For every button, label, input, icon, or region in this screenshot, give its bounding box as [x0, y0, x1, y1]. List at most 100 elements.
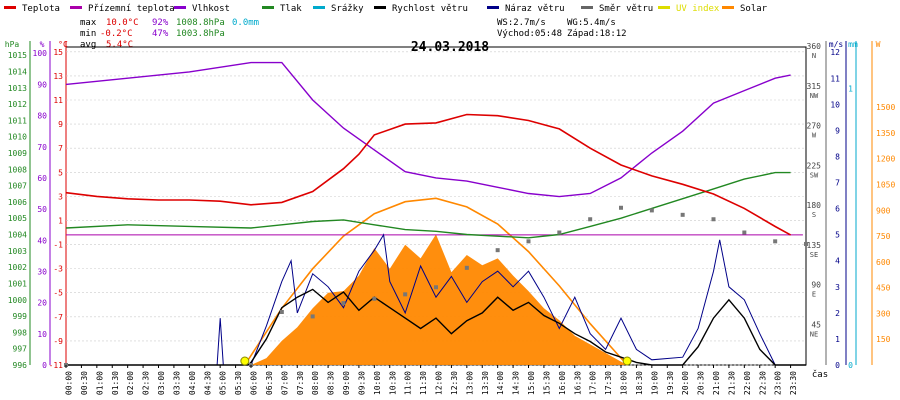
x-tick-label: 14:30	[512, 371, 521, 395]
axis-tick-label: 40	[37, 236, 47, 245]
x-tick-label: 00:30	[80, 371, 89, 395]
series-wind-dir-point	[773, 239, 778, 244]
x-tick-label: 16:00	[558, 371, 567, 395]
series-wind-dir-point	[588, 217, 593, 222]
series-wind-dir-point	[526, 239, 531, 244]
axis-tick-label: SE	[810, 251, 818, 259]
axis-tick-label: 1	[58, 216, 63, 225]
series-wind-dir-point	[742, 230, 747, 235]
axis-tick-label: 997	[13, 345, 28, 354]
series-wind-dir-point	[464, 265, 469, 270]
axis-tick-label: 1003	[8, 247, 27, 256]
series-wind-gust	[66, 233, 806, 366]
axis-tick-label: 3	[835, 283, 840, 292]
series-wind-speed	[66, 288, 806, 366]
axis-tick-label: 900	[876, 206, 891, 215]
x-tick-label: 11:00	[404, 371, 413, 395]
axis-tick-label: 998	[13, 328, 28, 337]
axis-tick-label: 15	[53, 48, 63, 57]
legend-label: Tlak	[280, 4, 302, 14]
series-wind-dir-point	[804, 241, 808, 246]
x-tick-label: 21:00	[712, 371, 721, 395]
axis-tick-label: 20	[37, 299, 47, 308]
x-tick-label: 21:30	[727, 371, 736, 395]
x-tick-label: 01:00	[95, 371, 104, 395]
series-wind-dir-point	[495, 248, 500, 253]
series-uv-marker	[240, 356, 250, 366]
series-humidity	[65, 61, 791, 198]
axis-tick-label: 9	[58, 120, 63, 129]
series-pressure	[65, 171, 791, 239]
axis-tick-label: 70	[37, 143, 47, 152]
axis-tick-label: 11	[53, 96, 63, 105]
legend-swatch	[70, 6, 82, 9]
axis-tick-label: 8	[835, 152, 840, 161]
legend-swatch	[4, 6, 16, 9]
x-tick-label: 12:30	[450, 371, 459, 395]
axis-tick-label: 1000	[8, 296, 27, 305]
series-uv-marker	[622, 356, 632, 366]
axis-tick-label: 225	[807, 161, 822, 170]
legend-label: UV index	[676, 4, 720, 14]
x-tick-label: 07:00	[280, 371, 289, 395]
axis-tick-label: 7	[835, 179, 840, 188]
axis-tick-label: 1200	[876, 155, 895, 164]
axis-unit-temp: °C	[58, 40, 68, 49]
x-tick-label: 04:00	[188, 371, 197, 395]
axis-tick-label: 1004	[8, 231, 27, 240]
stat-min-hum: 47%	[152, 29, 169, 39]
x-tick-label: 11:30	[419, 371, 428, 395]
x-tick-label: 12:00	[435, 371, 444, 395]
series-wind-dir-point	[557, 230, 562, 235]
axis-tick-label: 1006	[8, 198, 27, 207]
axis-tick-label: 1	[835, 335, 840, 344]
axis-tick-label: 150	[876, 335, 891, 344]
legend-label: Vlhkost	[192, 4, 230, 14]
x-tick-label: 22:30	[758, 371, 767, 395]
legend-label: Solar	[740, 4, 768, 14]
x-tick-label: 01:30	[111, 371, 120, 395]
axis-tick-label: 50	[37, 205, 47, 214]
axis-tick-label: SW	[810, 171, 819, 179]
axis-tick-label: E	[812, 291, 816, 299]
axis-tick-label: -5	[53, 289, 63, 298]
axis-tick-label: 30	[37, 267, 47, 276]
x-tick-label: 08:30	[327, 371, 336, 395]
axis-tick-label: 1	[848, 84, 853, 93]
series-solar-area	[251, 234, 628, 365]
stat-min-temp: -0.2°C	[100, 29, 133, 39]
axis-tick-label: W	[812, 132, 817, 140]
axis-tick-label: 750	[876, 232, 891, 241]
x-tick-label: 05:00	[219, 371, 228, 395]
axis-tick-label: 100	[33, 49, 48, 58]
axis-tick-label: -3	[53, 265, 63, 274]
axis-tick-label: 1012	[8, 100, 27, 109]
x-tick-label: 00:00	[65, 371, 74, 395]
series-temperature	[65, 113, 791, 236]
axis-tick-label: 60	[37, 174, 47, 183]
legend-swatch	[262, 6, 274, 9]
series-wind-dir-point	[403, 292, 408, 297]
x-tick-label: 09:30	[357, 371, 366, 395]
axis-tick-label: 300	[876, 309, 891, 318]
axis-tick-label: 12	[830, 48, 840, 57]
x-tick-label: 19:30	[666, 371, 675, 395]
legend-label: Směr větru	[599, 4, 653, 14]
stat-min-press: 1003.8hPa	[176, 29, 225, 39]
axis-tick-label: 5	[835, 231, 840, 240]
x-tick-label: 17:00	[589, 371, 598, 395]
axis-unit-hpa: hPa	[5, 40, 20, 49]
x-tick-label: 03:00	[157, 371, 166, 395]
axis-tick-label: 1009	[8, 149, 27, 158]
x-tick-label: 19:00	[650, 371, 659, 395]
axis-tick-label: 45	[811, 320, 821, 329]
x-tick-label: 23:00	[774, 371, 783, 395]
series-wind-dir-point	[711, 217, 716, 222]
series-wind-dir-point	[372, 296, 377, 301]
axis-tick-label: -9	[53, 337, 63, 346]
series-wind-dir-point	[341, 301, 346, 306]
x-axis-label: čas	[812, 369, 828, 380]
axis-tick-label: -1	[53, 241, 63, 250]
